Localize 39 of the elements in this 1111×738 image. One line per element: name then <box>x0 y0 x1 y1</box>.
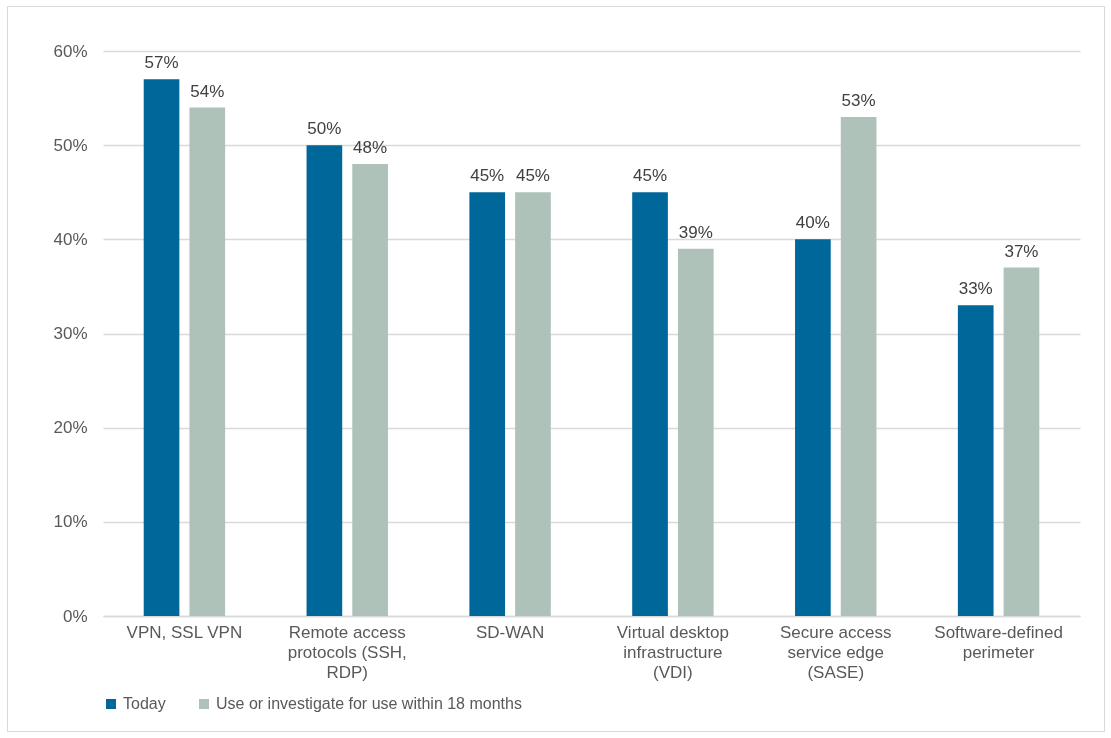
data-label: 48% <box>353 138 388 157</box>
bar <box>189 107 226 616</box>
data-label: 50% <box>307 119 342 139</box>
data-label: 39% <box>678 222 713 242</box>
y-tick-label: 40% <box>53 229 88 249</box>
data-label: 45% <box>633 166 668 186</box>
data-label: 37% <box>1004 241 1039 261</box>
y-tick-label: 0% <box>62 606 88 626</box>
data-label: 53% <box>841 90 876 110</box>
data-label: 45% <box>470 166 505 186</box>
legend-label: Use or investigate for use within 18 months <box>216 695 522 712</box>
y-tick-label: 20% <box>53 418 88 438</box>
x-tick-label: Secure access service edge (SASE) <box>780 622 892 682</box>
bar <box>143 79 180 616</box>
bar <box>677 248 714 616</box>
x-tick-label: SD-WAN <box>475 622 545 642</box>
bar <box>515 192 551 616</box>
x-tick-label: VPN, SSL VPN <box>126 622 243 642</box>
y-tick-label: 30% <box>53 324 88 343</box>
legend-label: Today <box>123 695 166 712</box>
bar <box>306 145 343 616</box>
bar <box>840 116 877 616</box>
bar <box>795 239 831 616</box>
bar <box>1003 267 1040 616</box>
y-tick-label: 60% <box>53 41 88 61</box>
data-label: 54% <box>190 81 225 101</box>
bar <box>352 164 388 616</box>
data-label: 45% <box>515 166 550 186</box>
x-tick-label: Virtual desktop infrastructure (VDI) <box>616 622 729 682</box>
data-label: 57% <box>144 53 179 73</box>
y-tick-label: 10% <box>53 512 88 532</box>
x-tick-label: Remote access protocols (SSH, RDP) <box>287 622 407 682</box>
bar <box>957 305 994 616</box>
data-label: 33% <box>958 279 993 299</box>
y-tick-label: 50% <box>53 135 88 155</box>
data-label: 40% <box>795 213 830 233</box>
x-tick-label: Software-defined perimeter <box>934 622 1063 662</box>
bar <box>632 192 668 616</box>
bar <box>469 192 506 616</box>
